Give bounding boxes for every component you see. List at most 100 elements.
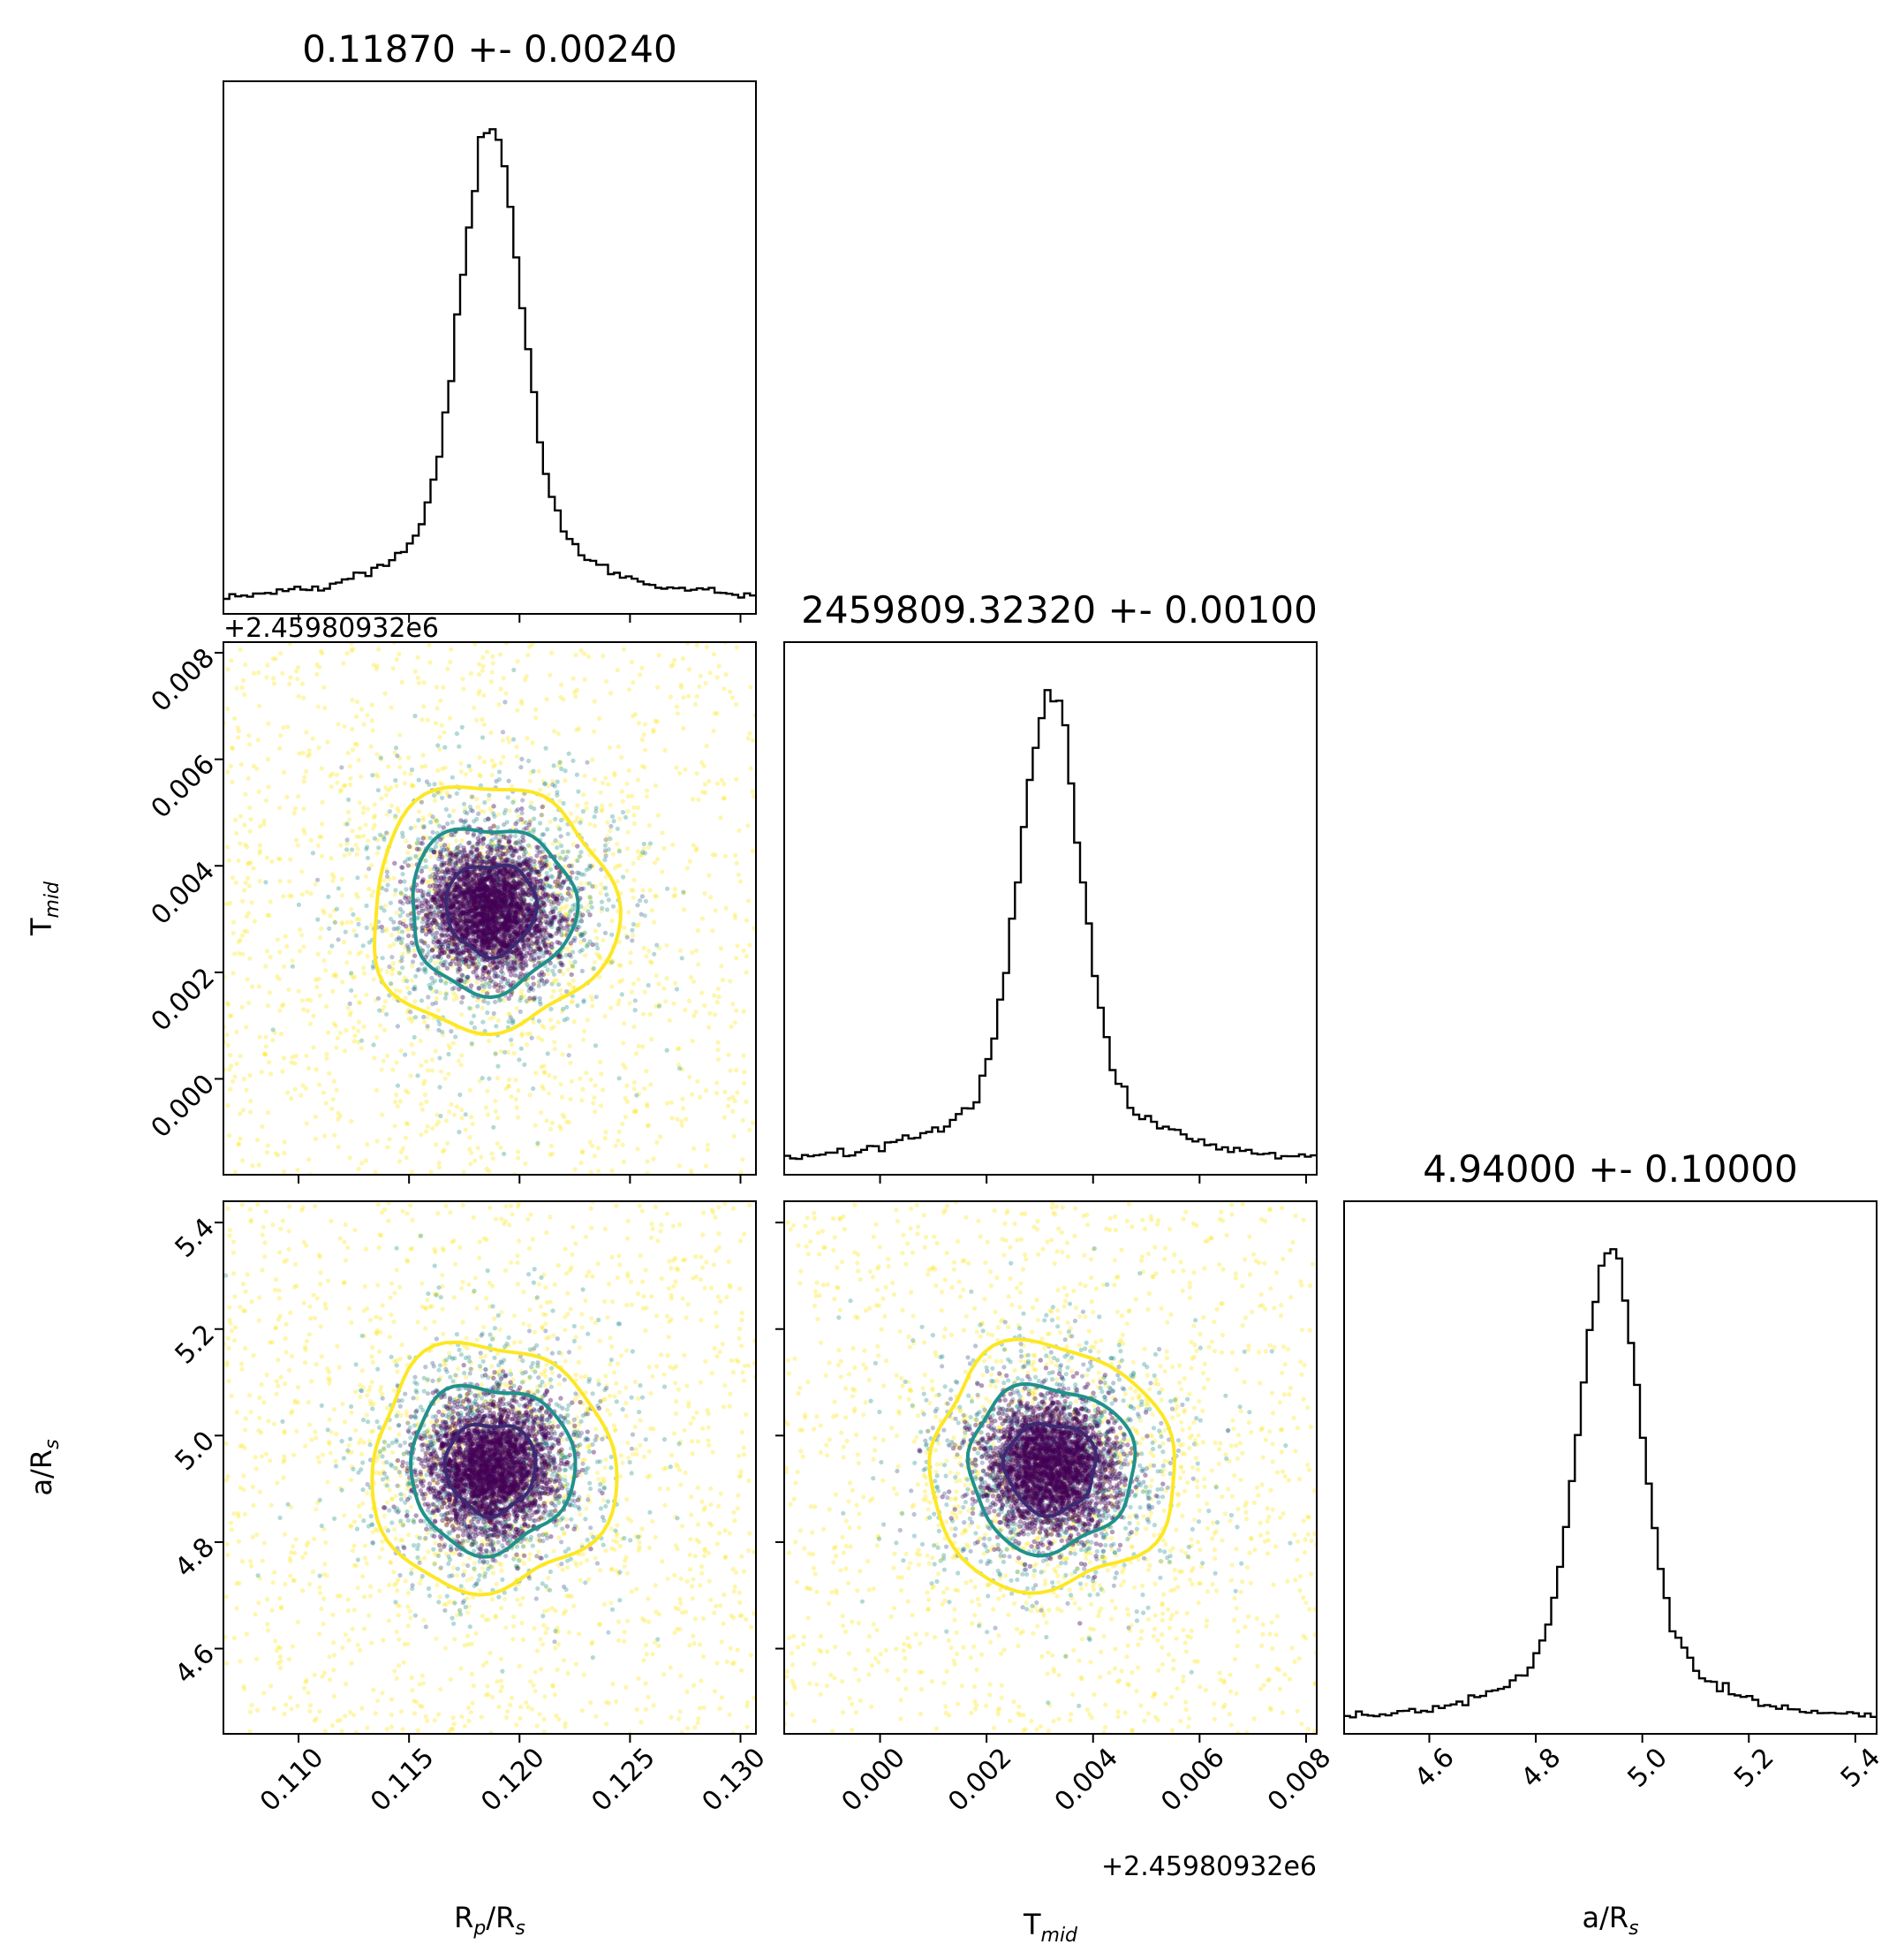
point <box>514 912 519 918</box>
point <box>509 899 514 905</box>
point <box>619 789 624 794</box>
point <box>468 1161 473 1167</box>
point <box>434 1122 439 1128</box>
point <box>491 764 496 769</box>
point <box>510 955 517 960</box>
point <box>647 888 653 893</box>
point <box>629 888 634 893</box>
point <box>459 972 465 978</box>
point <box>577 924 582 930</box>
point <box>489 870 495 876</box>
point <box>505 735 510 741</box>
point <box>468 768 473 773</box>
point <box>466 763 472 768</box>
point <box>489 837 495 843</box>
point <box>492 844 497 849</box>
point <box>744 953 749 959</box>
point <box>586 881 593 886</box>
point <box>480 663 486 669</box>
point <box>395 1083 401 1088</box>
point <box>406 844 412 850</box>
point <box>510 965 516 971</box>
point <box>448 859 453 865</box>
point <box>439 723 444 728</box>
point <box>682 907 687 912</box>
point <box>598 790 603 795</box>
point <box>381 1058 386 1063</box>
point <box>680 1106 686 1111</box>
point <box>473 897 479 902</box>
point <box>374 837 380 843</box>
point <box>317 993 322 998</box>
point <box>700 790 706 795</box>
point <box>266 1002 271 1009</box>
point <box>447 858 452 863</box>
point <box>236 1141 241 1146</box>
point <box>504 845 510 851</box>
point <box>375 788 381 793</box>
point <box>301 828 306 833</box>
point <box>647 1011 653 1018</box>
point <box>506 917 511 922</box>
point <box>487 880 494 885</box>
point <box>581 999 586 1004</box>
point <box>475 805 480 810</box>
point <box>461 873 466 878</box>
point <box>564 897 570 903</box>
point <box>336 1110 341 1116</box>
point <box>397 929 402 934</box>
point <box>570 978 576 983</box>
scatter-points <box>223 642 756 1175</box>
point <box>475 885 480 891</box>
point <box>422 1019 427 1025</box>
point <box>507 739 512 745</box>
point <box>644 1069 649 1074</box>
point <box>541 981 547 987</box>
point <box>552 783 558 789</box>
point <box>528 844 533 850</box>
point <box>446 1042 451 1048</box>
point <box>324 1003 329 1009</box>
point <box>412 669 418 674</box>
point <box>501 921 506 927</box>
point <box>750 849 756 854</box>
point <box>324 1055 329 1062</box>
point <box>562 932 568 937</box>
point <box>546 898 551 904</box>
point <box>243 880 248 886</box>
point <box>694 693 699 699</box>
point <box>491 823 496 828</box>
point <box>606 897 612 903</box>
point <box>364 925 369 930</box>
point <box>588 900 593 905</box>
point <box>578 933 584 939</box>
point <box>497 879 502 885</box>
point <box>498 855 503 861</box>
point <box>308 997 314 1003</box>
point <box>608 823 614 829</box>
point <box>364 992 369 997</box>
point <box>547 883 552 889</box>
point <box>298 949 303 954</box>
point <box>540 915 546 920</box>
point <box>588 1077 593 1083</box>
point <box>471 895 476 900</box>
point <box>555 792 560 798</box>
point <box>337 1113 343 1119</box>
point <box>503 920 509 927</box>
point <box>550 902 556 907</box>
point <box>257 878 262 884</box>
point <box>730 1002 736 1007</box>
point <box>569 954 574 959</box>
point <box>634 1093 639 1098</box>
point <box>246 861 251 866</box>
point <box>434 925 440 930</box>
point <box>472 705 477 710</box>
point <box>535 848 540 853</box>
point <box>420 815 426 821</box>
point <box>304 730 309 735</box>
point <box>485 896 490 901</box>
point <box>402 918 407 923</box>
point <box>328 913 333 919</box>
point <box>626 768 631 773</box>
